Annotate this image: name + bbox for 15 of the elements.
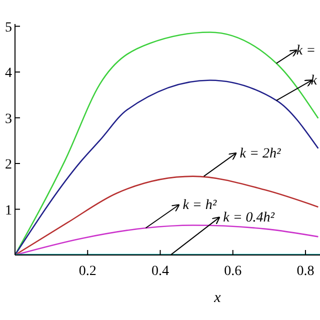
annotation: k = h² — [182, 198, 218, 214]
y-tick-label: 1 — [5, 203, 12, 218]
annotation: k = — [296, 43, 316, 58]
annotation: k — [310, 73, 318, 88]
y-tick-label: 2 — [5, 158, 12, 173]
x-tick-label: 0.4 — [151, 264, 169, 279]
annotation: k = 0.4h² — [223, 210, 276, 226]
y-tick-label: 5 — [5, 20, 12, 36]
x-tick-label: 0.8 — [296, 264, 314, 279]
y-tick-label: 4 — [5, 66, 12, 82]
x-tick-label: 0.2 — [78, 264, 96, 279]
x-tick-label: 0.6 — [224, 264, 242, 279]
y-tick-label: 3 — [5, 112, 12, 127]
x-axis-title: x — [213, 290, 222, 306]
annotation: k = 2h² — [240, 146, 282, 162]
